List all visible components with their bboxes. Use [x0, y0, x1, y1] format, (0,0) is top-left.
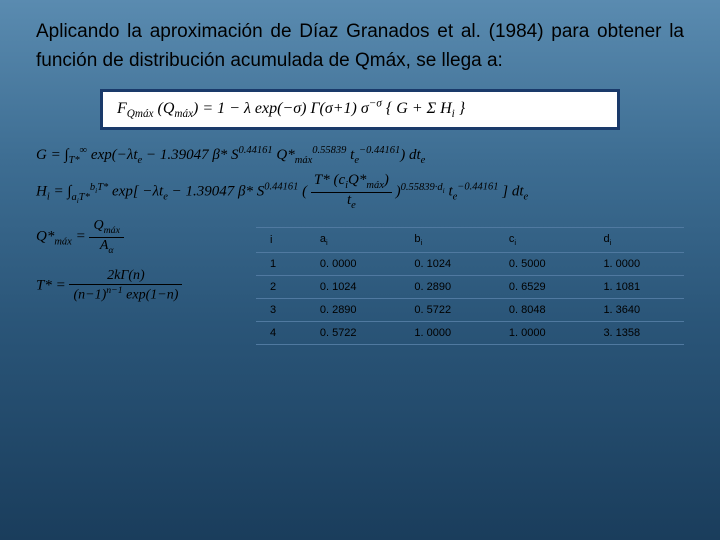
coefficients-table: i ai bi ci di 1 0. 0000 0. 1024 0. 5000 … — [256, 227, 684, 345]
equation-H: Hi = ∫aiT*biT* exp[ −λte − 1.39047 β* S0… — [36, 173, 684, 211]
left-equations: Q*máx = QmáxAα T* = 2kΓ(n)(n−1)n−1 exp(1… — [36, 219, 256, 303]
equation-G: G = ∫T*∞ exp(−λte − 1.39047 β* S0.44161 … — [36, 144, 684, 168]
table-row: 4 0. 5722 1. 0000 1. 0000 3. 1358 — [256, 322, 684, 345]
lower-section: Q*máx = QmáxAα T* = 2kΓ(n)(n−1)n−1 exp(1… — [36, 219, 684, 345]
slide: Aplicando la aproximación de Díaz Granad… — [0, 0, 720, 540]
col-ai: ai — [306, 228, 401, 253]
table-row: 3 0. 2890 0. 5722 0. 8048 1. 3640 — [256, 299, 684, 322]
table-row: 2 0. 1024 0. 2890 0. 6529 1. 1081 — [256, 276, 684, 299]
main-equation-box: FQmáx (Qmáx) = 1 − λ exp(−σ) Γ(σ+1) σ−σ … — [100, 89, 620, 130]
table-header-row: i ai bi ci di — [256, 228, 684, 253]
col-bi: bi — [400, 228, 495, 253]
main-equation: FQmáx (Qmáx) = 1 − λ exp(−σ) Γ(σ+1) σ−σ … — [117, 100, 465, 117]
col-di: di — [589, 228, 684, 253]
col-i: i — [256, 228, 306, 253]
table-row: 1 0. 0000 0. 1024 0. 5000 1. 0000 — [256, 253, 684, 276]
col-ci: ci — [495, 228, 590, 253]
table-body: 1 0. 0000 0. 1024 0. 5000 1. 0000 2 0. 1… — [256, 253, 684, 345]
equation-Qstar: Q*máx = QmáxAα — [36, 219, 256, 255]
equation-Tstar: T* = 2kΓ(n)(n−1)n−1 exp(1−n) — [36, 269, 256, 303]
intro-paragraph: Aplicando la aproximación de Díaz Granad… — [36, 18, 684, 75]
